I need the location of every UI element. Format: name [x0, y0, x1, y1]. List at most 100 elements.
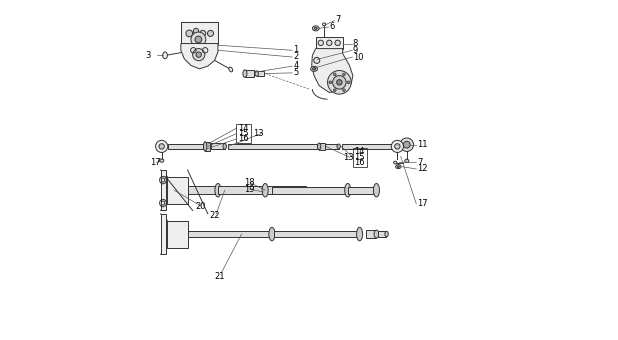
- Circle shape: [332, 75, 346, 89]
- Text: 13: 13: [253, 129, 263, 138]
- Ellipse shape: [243, 70, 247, 77]
- Ellipse shape: [318, 143, 321, 150]
- Bar: [256, 71, 264, 76]
- Circle shape: [395, 144, 400, 149]
- Bar: [181, 22, 218, 44]
- Bar: [218, 186, 306, 194]
- Text: 19: 19: [244, 185, 255, 194]
- Bar: [188, 231, 269, 237]
- Ellipse shape: [396, 165, 401, 169]
- Circle shape: [342, 73, 345, 76]
- Bar: [319, 143, 325, 150]
- Text: 7: 7: [336, 15, 341, 24]
- Ellipse shape: [405, 159, 409, 163]
- Bar: [378, 232, 386, 237]
- Circle shape: [329, 81, 332, 84]
- Text: 3: 3: [145, 51, 151, 59]
- Ellipse shape: [269, 227, 275, 241]
- Text: 13: 13: [343, 153, 353, 162]
- Ellipse shape: [312, 26, 319, 31]
- Bar: [205, 142, 210, 151]
- Ellipse shape: [163, 52, 167, 59]
- Bar: [161, 214, 166, 254]
- Bar: [342, 144, 396, 149]
- Ellipse shape: [262, 184, 268, 197]
- Bar: [167, 177, 188, 204]
- Bar: [325, 144, 339, 149]
- Text: 1: 1: [293, 46, 298, 54]
- Bar: [348, 187, 375, 193]
- Circle shape: [191, 32, 206, 47]
- Text: 10: 10: [353, 53, 363, 62]
- Circle shape: [334, 89, 336, 91]
- Circle shape: [328, 70, 351, 94]
- Text: 21: 21: [214, 272, 225, 281]
- Circle shape: [186, 30, 193, 37]
- Ellipse shape: [323, 23, 326, 26]
- Circle shape: [347, 81, 350, 84]
- Ellipse shape: [374, 230, 379, 238]
- Bar: [274, 231, 358, 237]
- Text: 17: 17: [150, 158, 161, 167]
- Text: 20: 20: [195, 202, 206, 210]
- Text: 11: 11: [417, 140, 428, 149]
- Circle shape: [318, 40, 323, 46]
- Bar: [316, 37, 343, 49]
- Ellipse shape: [315, 27, 317, 29]
- Bar: [211, 143, 225, 149]
- Text: 4: 4: [293, 61, 298, 70]
- Text: 9: 9: [353, 46, 358, 55]
- Ellipse shape: [385, 232, 388, 237]
- Text: 6: 6: [329, 21, 334, 31]
- Ellipse shape: [159, 159, 164, 162]
- Text: 18: 18: [244, 178, 255, 187]
- Text: 16: 16: [238, 135, 249, 143]
- Ellipse shape: [255, 71, 258, 76]
- Ellipse shape: [394, 161, 397, 164]
- Ellipse shape: [203, 142, 207, 151]
- Circle shape: [200, 30, 206, 36]
- Circle shape: [337, 80, 342, 85]
- Circle shape: [314, 57, 320, 64]
- Bar: [168, 144, 205, 149]
- Circle shape: [400, 138, 413, 151]
- Bar: [353, 148, 367, 167]
- Bar: [167, 221, 188, 248]
- Circle shape: [196, 52, 201, 57]
- Circle shape: [193, 28, 199, 34]
- Circle shape: [404, 141, 410, 148]
- Text: 15: 15: [238, 129, 248, 138]
- Ellipse shape: [215, 184, 221, 197]
- Text: 2: 2: [293, 52, 298, 61]
- Circle shape: [326, 40, 332, 46]
- Ellipse shape: [313, 68, 316, 70]
- Bar: [188, 186, 214, 194]
- Text: 14: 14: [355, 147, 365, 156]
- Text: 17: 17: [417, 199, 428, 208]
- Ellipse shape: [345, 184, 351, 197]
- Circle shape: [342, 89, 345, 91]
- Ellipse shape: [311, 66, 318, 71]
- Circle shape: [159, 144, 164, 149]
- Bar: [228, 144, 319, 149]
- Ellipse shape: [337, 144, 341, 149]
- Text: 15: 15: [355, 153, 365, 162]
- Circle shape: [156, 140, 167, 152]
- Text: 14: 14: [238, 124, 248, 133]
- Text: 16: 16: [355, 158, 365, 167]
- Ellipse shape: [373, 184, 379, 197]
- Ellipse shape: [229, 67, 233, 72]
- Circle shape: [193, 49, 205, 61]
- Text: 7: 7: [417, 158, 422, 167]
- Bar: [237, 124, 251, 143]
- Circle shape: [335, 40, 341, 46]
- Text: 5: 5: [293, 68, 298, 77]
- Circle shape: [208, 30, 214, 36]
- Polygon shape: [311, 49, 353, 92]
- Bar: [366, 230, 376, 238]
- Circle shape: [391, 140, 404, 152]
- Text: 22: 22: [210, 211, 220, 220]
- Circle shape: [334, 73, 336, 76]
- Text: 12: 12: [417, 165, 428, 173]
- Circle shape: [195, 36, 201, 43]
